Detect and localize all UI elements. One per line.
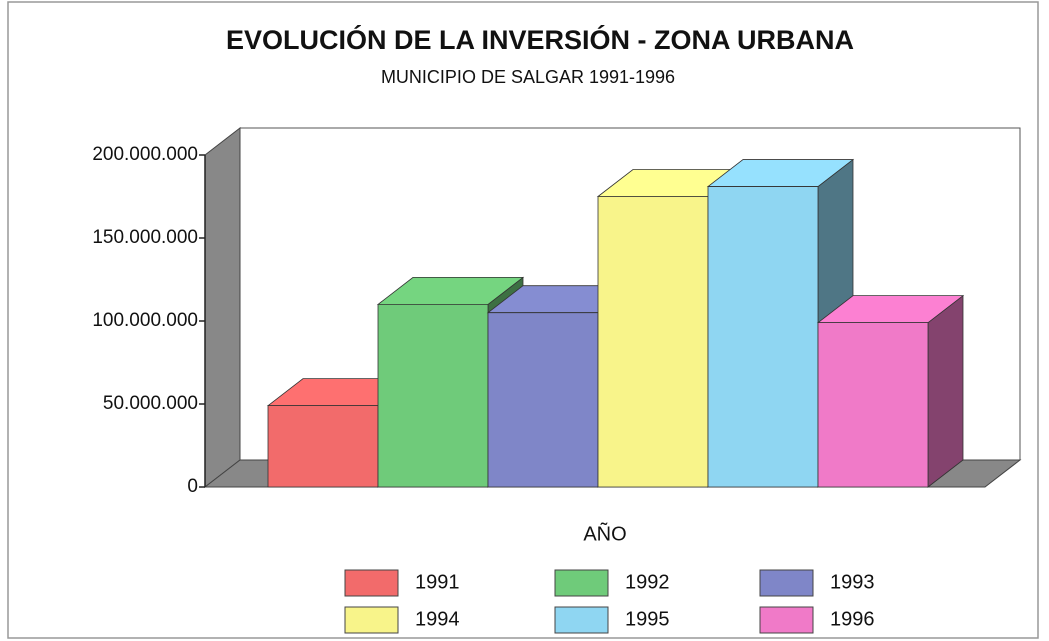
legend-label: 1991 — [415, 571, 460, 593]
legend-swatch — [344, 606, 399, 634]
chart-title: EVOLUCIÓN DE LA INVERSIÓN - ZONA URBANA — [226, 24, 854, 55]
legend-label: 1993 — [830, 571, 875, 593]
legend-label: 1994 — [415, 608, 460, 630]
bar-front — [707, 186, 819, 488]
legend-swatch — [759, 569, 814, 597]
bar — [816, 294, 965, 488]
y-tick-label: 150.000.000 — [92, 227, 198, 248]
bar-side — [927, 294, 964, 488]
side-wall — [204, 126, 241, 489]
y-tick-label: 50.000.000 — [103, 393, 198, 414]
bar-front — [267, 405, 379, 488]
bar-front — [487, 312, 599, 488]
bar-front — [817, 322, 929, 488]
legend-swatch — [759, 606, 814, 634]
chart-subtitle: MUNICIPIO DE SALGAR 1991-1996 — [381, 67, 675, 87]
legend-swatch — [554, 606, 609, 634]
legend-label: 1992 — [625, 571, 670, 593]
legend-swatch — [344, 569, 399, 597]
y-tick-label: 100.000.000 — [92, 310, 198, 331]
bar-front — [597, 196, 709, 488]
legend-swatch — [554, 569, 609, 597]
y-tick-label: 200.000.000 — [92, 144, 198, 165]
legend-label: 1995 — [625, 608, 670, 630]
x-axis-label: AÑO — [583, 521, 626, 545]
legend-label: 1996 — [830, 608, 875, 630]
y-tick-label: 0 — [187, 476, 198, 497]
bar-front — [377, 303, 489, 488]
